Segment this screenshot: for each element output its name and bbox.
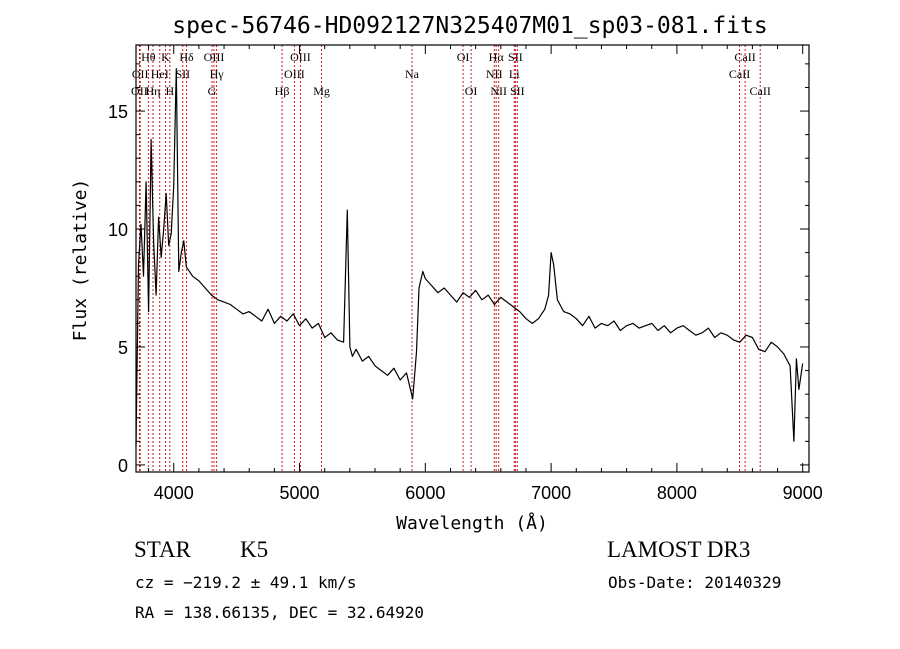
x-axis-label: Wavelength (Å) — [396, 512, 548, 534]
spectral-line-label: SII — [175, 67, 190, 81]
x-tick-label: 8000 — [657, 483, 697, 503]
spectral-line-label: Na — [405, 67, 420, 81]
spectrum-series-line — [135, 68, 804, 447]
x-tick-label: 9000 — [783, 483, 823, 503]
spectral-line-label: OIII — [284, 67, 305, 81]
spectral-line-label: NII — [490, 84, 507, 98]
x-tick-label: 4000 — [154, 483, 194, 503]
spectral-line-label: Hθ — [141, 50, 156, 64]
redshift-text: cz = −219.2 ± 49.1 km/s — [135, 573, 357, 592]
spectral-line-label: OIII — [204, 50, 225, 64]
spectral-line-label: OIII — [290, 50, 311, 64]
plot-frame — [135, 44, 810, 473]
y-tick-label: 10 — [108, 220, 128, 240]
spectral-line-label: Hδ — [179, 50, 194, 64]
spectral-line-label: Hη — [146, 84, 161, 98]
x-tick-label: 6000 — [405, 483, 445, 503]
spectral-line-label: CaII — [734, 50, 755, 64]
x-tick-label: 7000 — [531, 483, 571, 503]
spectral-line-label: OII — [131, 84, 148, 98]
y-axis-label: Flux (relative) — [70, 179, 91, 342]
obs-date-text: Obs-Date: 20140329 — [608, 573, 782, 592]
y-tick-label: 0 — [118, 456, 128, 476]
spectral-line-label: SII — [510, 84, 525, 98]
spectral-line-label: CaII — [750, 84, 771, 98]
spectral-line-label: CaII — [729, 67, 750, 81]
subclass-label: K5 — [240, 537, 269, 562]
y-tick-label: 5 — [118, 338, 128, 358]
spectral-line-label: K — [161, 50, 170, 64]
spectral-line-label: H — [166, 84, 175, 98]
spectral-line-label: Hβ — [275, 84, 290, 98]
spectral-line-label: OI — [457, 50, 470, 64]
spectral-line-label: Hγ — [210, 67, 225, 81]
spectral-line-label: OI — [465, 84, 478, 98]
spectral-line-label: G — [208, 84, 217, 98]
spectral-line-label: NII — [486, 67, 503, 81]
spectral-line-label: Li — [509, 67, 520, 81]
chart-title: spec-56746-HD092127N325407M01_sp03-081.f… — [172, 13, 767, 39]
survey-label: LAMOST DR3 — [607, 537, 751, 562]
spectral-line-label: SII — [508, 50, 523, 64]
y-tick-label: 15 — [108, 102, 128, 122]
spectral-line-label: Mg — [313, 84, 330, 98]
x-tick-label: 5000 — [280, 483, 320, 503]
spectral-line-label: Hα — [489, 50, 505, 64]
coords-text: RA = 138.66135, DEC = 32.64920 — [135, 603, 424, 622]
class-label: STAR — [134, 537, 191, 562]
spectral-line-label: HeI — [151, 67, 169, 81]
spectral-line-label: OII — [132, 67, 149, 81]
